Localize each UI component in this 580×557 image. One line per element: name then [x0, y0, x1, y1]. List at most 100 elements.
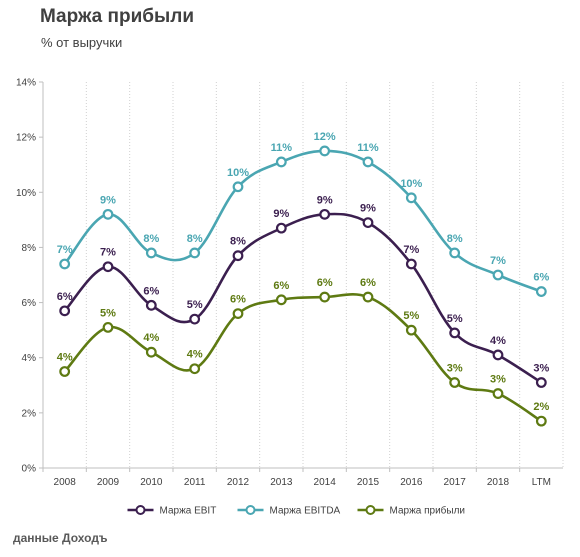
data-label: 6% [317, 277, 333, 289]
data-point [405, 324, 417, 336]
legend-swatch-marker [135, 505, 146, 515]
data-label: 8% [143, 233, 159, 245]
y-tick-label: 0% [22, 464, 37, 475]
y-tick-label: 8% [22, 243, 37, 254]
legend-label: Маржа EBITDA [270, 506, 341, 517]
data-label: 5% [447, 313, 463, 325]
x-tick-label: 2011 [184, 477, 206, 488]
data-point [405, 258, 417, 270]
data-point [59, 305, 71, 317]
data-point [189, 313, 201, 325]
y-tick-label: 6% [22, 298, 37, 309]
data-label: 6% [273, 280, 289, 292]
data-label: 3% [533, 363, 549, 375]
data-point [275, 156, 287, 168]
x-tick-label: 2012 [227, 477, 250, 488]
data-label: 9% [317, 194, 333, 206]
data-point [102, 321, 114, 333]
data-label: 6% [533, 272, 549, 284]
data-label: 3% [447, 363, 463, 375]
data-label: 8% [447, 233, 463, 245]
data-point [362, 156, 374, 168]
data-label: 11% [357, 142, 379, 154]
y-tick-label: 4% [22, 353, 37, 364]
data-point [145, 299, 157, 311]
data-point [232, 181, 244, 193]
data-label: 6% [230, 294, 246, 306]
data-label: 5% [187, 299, 203, 311]
legend-label: Маржа прибыли [390, 505, 466, 517]
source-note: данные Доходъ [13, 531, 108, 545]
data-label: 10% [227, 167, 249, 179]
data-point [492, 269, 504, 281]
data-point [362, 291, 374, 303]
data-label: 3% [490, 374, 506, 386]
x-tick-label: 2016 [400, 477, 423, 488]
data-point [449, 247, 461, 259]
data-label: 5% [100, 307, 116, 319]
x-tick-label: LTM [532, 477, 551, 488]
data-point [362, 217, 374, 229]
x-tick-label: 2015 [357, 477, 380, 488]
y-tick-label: 2% [22, 408, 37, 419]
data-point [319, 145, 331, 157]
legend-label: Маржа EBIT [160, 506, 217, 517]
data-label: 4% [143, 332, 159, 344]
data-point [145, 247, 157, 259]
data-point [449, 327, 461, 339]
data-point [535, 415, 547, 427]
x-tick-label: 2009 [97, 477, 120, 488]
data-label: 9% [100, 194, 116, 206]
legend-swatch-marker [365, 505, 376, 515]
data-point [405, 192, 417, 204]
data-point [59, 366, 71, 377]
data-point [232, 308, 244, 320]
y-tick-label: 14% [16, 78, 36, 89]
x-tick-label: 2008 [54, 477, 77, 488]
chart-title: Маржа прибыли [40, 6, 195, 27]
data-point [535, 377, 547, 388]
data-label: 6% [360, 277, 376, 289]
data-point [189, 247, 201, 259]
data-point [145, 346, 157, 358]
data-label: 8% [230, 236, 246, 248]
data-point [102, 208, 114, 220]
data-label: 2% [533, 401, 549, 413]
x-tick-label: 2014 [314, 477, 337, 488]
data-label: 9% [360, 203, 376, 215]
data-label: 4% [187, 349, 203, 361]
x-tick-label: 2010 [140, 477, 163, 488]
data-point [319, 208, 331, 220]
data-label: 9% [273, 208, 289, 220]
data-point [492, 349, 504, 361]
data-point [449, 377, 461, 388]
y-tick-label: 10% [16, 188, 36, 199]
x-tick-label: 2018 [487, 477, 510, 488]
data-point [492, 388, 504, 399]
x-tick-label: 2017 [444, 477, 467, 488]
data-label: 6% [143, 285, 159, 297]
data-label: 11% [271, 142, 293, 154]
data-point [535, 286, 547, 297]
data-label: 7% [57, 244, 73, 256]
data-label: 10% [400, 178, 422, 190]
data-point [189, 363, 201, 375]
data-label: 5% [403, 310, 419, 322]
data-label: 7% [403, 244, 419, 256]
data-point [275, 294, 287, 306]
legend-swatch-marker [245, 505, 256, 515]
x-tick-label: 2013 [270, 477, 293, 488]
data-point [232, 250, 244, 262]
data-label: 12% [314, 131, 336, 143]
data-label: 6% [57, 291, 73, 303]
data-label: 8% [187, 233, 203, 245]
data-point [275, 222, 287, 234]
data-label: 7% [100, 247, 116, 259]
y-tick-label: 12% [16, 133, 36, 144]
data-point [319, 291, 331, 303]
data-label: 4% [490, 335, 506, 347]
data-label: 7% [490, 255, 506, 267]
chart-subtitle: % от выручки [41, 35, 123, 50]
data-point [102, 261, 114, 273]
